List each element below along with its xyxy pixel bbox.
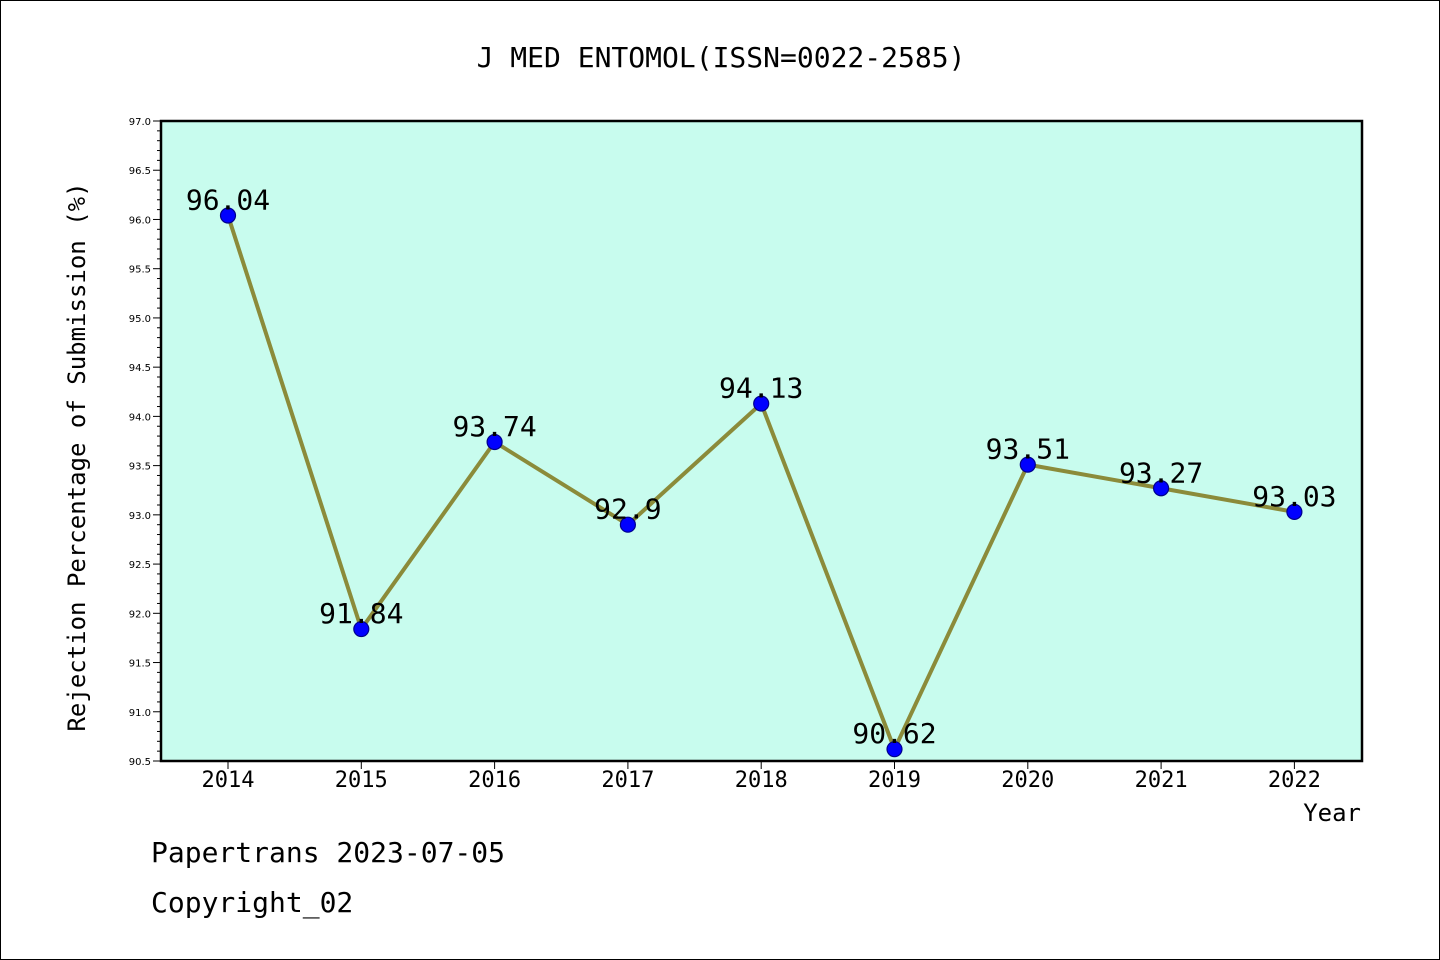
data-label: 94.13: [719, 372, 803, 405]
data-label: 91.84: [319, 597, 403, 630]
x-tick-label: 2020: [1001, 768, 1054, 793]
chart-title: J MED ENTOMOL(ISSN=0022-2585): [477, 41, 966, 74]
footer-date: Papertrans 2023-07-05: [151, 836, 506, 869]
y-axis: 90.5 91.0 91.5 92.0 92.5 93.0 93.5 94.0 94.5 95.0…: [129, 117, 161, 768]
data-point: [753, 395, 770, 412]
x-tick-label: 2014: [202, 768, 255, 793]
data-label: 93.74: [452, 410, 536, 443]
data-point: [486, 433, 503, 451]
data-point: [886, 741, 903, 758]
data-point: [1286, 503, 1303, 520]
y-tick-label: 95.0: [129, 314, 151, 325]
y-tick-label: 96.5: [129, 166, 151, 177]
data-label: 93.03: [1252, 480, 1336, 513]
data-markers: [219, 207, 1303, 758]
data-labels: 96.04 91.84 93.74 92.9 94.13 90.62 93.51 93.27 9…: [186, 184, 1337, 751]
y-tick-label: 92.5: [129, 560, 151, 571]
y-tick-label: 97.0: [129, 117, 151, 128]
x-tick-label: 2017: [601, 768, 654, 793]
plot-area: [159, 119, 1364, 763]
data-label: 93.51: [986, 433, 1070, 466]
y-tick-label: 93.5: [129, 462, 151, 473]
y-tick-label: 90.5: [129, 757, 151, 768]
y-tick-label: 91.0: [129, 708, 151, 719]
x-tick-label: 2018: [735, 768, 788, 793]
x-axis-title: Year: [1303, 799, 1361, 827]
y-tick-label: 92.0: [129, 609, 151, 620]
x-tick-label: 2016: [468, 768, 521, 793]
data-point: [1019, 456, 1036, 473]
y-tick-label: 96.0: [129, 215, 151, 226]
x-axis: 2014 2015 2016 2017 2018 2019 2020 2021 2022: [202, 761, 1321, 793]
y-tick-label: 93.0: [129, 511, 151, 522]
y-tick-label: 91.5: [129, 659, 151, 670]
data-point: [219, 207, 237, 224]
data-point: [619, 516, 637, 533]
y-tick-label: 94.0: [129, 412, 151, 423]
x-tick-label: 2021: [1135, 768, 1188, 793]
data-label: 92.9: [594, 493, 661, 526]
y-axis-title: Rejection Percentage of Submission (%): [63, 182, 91, 731]
y-tick-label: 94.5: [129, 363, 151, 374]
data-label: 90.62: [852, 717, 936, 750]
x-tick-label: 2022: [1268, 768, 1321, 793]
data-label: 96.04: [186, 184, 270, 217]
data-point: [1152, 480, 1170, 497]
y-tick-label: 95.5: [129, 265, 151, 276]
x-tick-label: 2019: [868, 768, 921, 793]
data-point: [353, 620, 370, 638]
x-tick-label: 2015: [335, 768, 388, 793]
footer-copyright: Copyright_02: [151, 886, 354, 919]
data-label: 93.27: [1119, 456, 1203, 489]
